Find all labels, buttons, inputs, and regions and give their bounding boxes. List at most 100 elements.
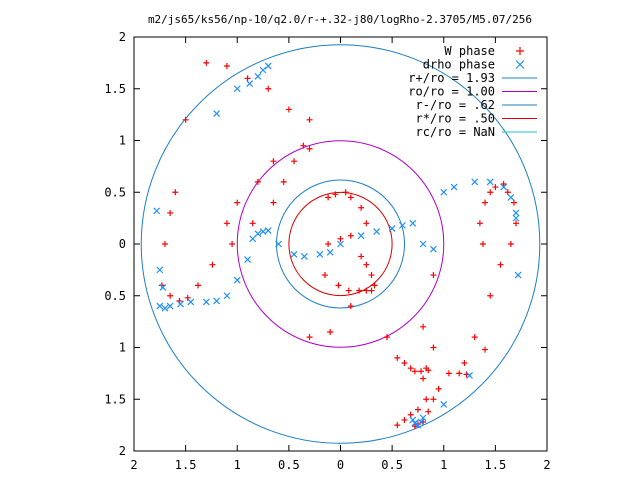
w-phase-point (161, 241, 168, 247)
drho-phase-point (357, 232, 365, 240)
y-tick-label: 1.5 (104, 392, 126, 406)
w-phase-point (430, 396, 437, 403)
drho-phase-point (512, 214, 520, 222)
w-phase-point (510, 199, 517, 206)
w-phase-point (158, 282, 165, 289)
y-tick-label: 2 (119, 30, 126, 44)
w-phase-point (445, 370, 452, 377)
w-phase-point (342, 189, 349, 196)
drho-phase-point (388, 225, 396, 232)
drho-phase-point (223, 292, 231, 300)
legend-label: r+/ro = 1.93 (408, 71, 495, 85)
w-phase-point (167, 292, 174, 299)
x-tick-label: 1.5 (175, 458, 197, 472)
w-phase-point (401, 360, 408, 367)
w-phase-point (270, 199, 277, 206)
w-phase-point (430, 344, 437, 351)
legend-label: drho phase (423, 58, 495, 72)
w-phase-point (363, 287, 370, 294)
drho-phase-point (254, 230, 262, 238)
w-phase-point (347, 303, 354, 310)
drho-phase-point (471, 178, 479, 186)
w-phase-point (479, 241, 486, 247)
legend-label: rc/ro = NaN (416, 125, 495, 139)
w-phase-point (492, 184, 499, 191)
drho-phase-point (202, 298, 210, 306)
x-tick-label: 1 (440, 458, 447, 472)
w-phase-point (471, 334, 478, 341)
drho-phase-point (419, 240, 427, 248)
y-tick-label: 2 (119, 444, 126, 458)
drho-phase-point (409, 219, 417, 227)
y-tick-label: 0.5 (104, 289, 126, 303)
w-phase-point (195, 282, 202, 289)
y-tick-label: 1 (119, 341, 126, 355)
w-phase-point (394, 422, 401, 429)
drho-phase-point (161, 304, 169, 312)
drho-phase-point (411, 419, 419, 427)
drho-phase-point (326, 248, 334, 256)
w-phase-point (504, 189, 511, 196)
drho-phase-point (409, 416, 417, 424)
w-phase-point (291, 158, 298, 165)
w-phase-point (407, 365, 414, 372)
drho-phase-point (316, 250, 324, 258)
w-phase-point (223, 220, 230, 227)
w-phase-point (280, 178, 287, 185)
w-phase-point (482, 199, 489, 206)
w-phase-point (476, 220, 483, 227)
drho-phase-point (419, 414, 427, 422)
x-tick-label: 2 (130, 458, 137, 472)
w-phase-point (411, 368, 418, 375)
chart-title: m2/js65/ks56/np-10/q2.0/r-+.32-j80/logRh… (148, 13, 532, 26)
reference-circles (140, 44, 541, 444)
w-phase-point (203, 59, 210, 66)
legend-label: r-/ro = .62 (416, 98, 495, 112)
w-phase-point (172, 189, 179, 196)
w-phase-point (347, 194, 354, 201)
drho-phase-point (417, 418, 425, 426)
w-phase-point (368, 272, 375, 279)
w-phase-point (420, 323, 427, 330)
legend-label: r*/ro = .50 (416, 112, 495, 126)
drho-phase-point (512, 209, 520, 217)
w-phase-point (306, 116, 313, 123)
w-phase-point (249, 220, 256, 227)
y-tick-label: 1 (119, 134, 126, 148)
drho-phase-series (153, 62, 522, 429)
w-phase-point (497, 261, 504, 268)
w-phase-point (461, 360, 468, 367)
drho-phase-point (156, 266, 164, 274)
x-tick-label: 0.5 (381, 458, 403, 472)
drho-phase-point (275, 240, 282, 248)
y-tick-label: 0.5 (104, 185, 126, 199)
w-phase-point (423, 396, 430, 403)
w-phase-point (414, 406, 421, 413)
drho-phase-point (246, 80, 254, 87)
w-phase-point (482, 346, 489, 353)
axis-ticks: 2 1.5 1 0.5 0 0.5 1 1.5 221.510.500.511.52 (104, 30, 550, 472)
w-phase-point (425, 408, 432, 415)
drho-phase-point (430, 245, 437, 253)
drho-phase-point (259, 228, 267, 236)
w-phase-point (182, 116, 189, 123)
w-phase-point (270, 158, 277, 165)
drho-phase-point (486, 178, 494, 186)
w-phase-point (306, 334, 313, 341)
drho-phase-point (450, 183, 458, 191)
w-phase-point (345, 287, 352, 294)
x-tick-label: 0.5 (278, 458, 300, 472)
drho-phase-point (177, 300, 184, 308)
w-phase-point (430, 272, 437, 279)
x-tick-label: 0 (337, 458, 344, 472)
w-phase-point (244, 75, 251, 82)
reference-circle (288, 191, 393, 297)
w-phase-point (356, 287, 363, 294)
w-phase-point (223, 62, 230, 69)
w-phase-point (265, 85, 272, 92)
w-phase-point (254, 178, 261, 185)
drho-phase-point (166, 302, 174, 310)
drho-phase-point (233, 276, 241, 284)
drho-phase-point (159, 284, 167, 291)
